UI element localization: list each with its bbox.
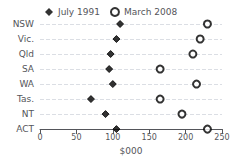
svg-text:250: 250 xyxy=(214,133,229,142)
svg-text:NSW: NSW xyxy=(13,19,34,29)
svg-text:$000: $000 xyxy=(120,146,143,156)
svg-text:50: 50 xyxy=(71,133,81,142)
svg-text:Tas.: Tas. xyxy=(16,94,34,104)
svg-text:Vic.: Vic. xyxy=(18,34,34,44)
svg-text:ACT: ACT xyxy=(16,124,34,134)
svg-text:July 1991: July 1991 xyxy=(57,7,100,17)
svg-text:March 2008: March 2008 xyxy=(124,7,177,17)
svg-text:0: 0 xyxy=(37,133,42,142)
svg-text:100: 100 xyxy=(105,133,120,142)
svg-text:NT: NT xyxy=(22,109,35,119)
svg-text:WA: WA xyxy=(19,79,34,89)
svg-text:150: 150 xyxy=(142,133,157,142)
svg-text:SA: SA xyxy=(22,64,35,74)
svg-text:200: 200 xyxy=(178,133,193,142)
svg-text:Qld: Qld xyxy=(19,49,34,59)
